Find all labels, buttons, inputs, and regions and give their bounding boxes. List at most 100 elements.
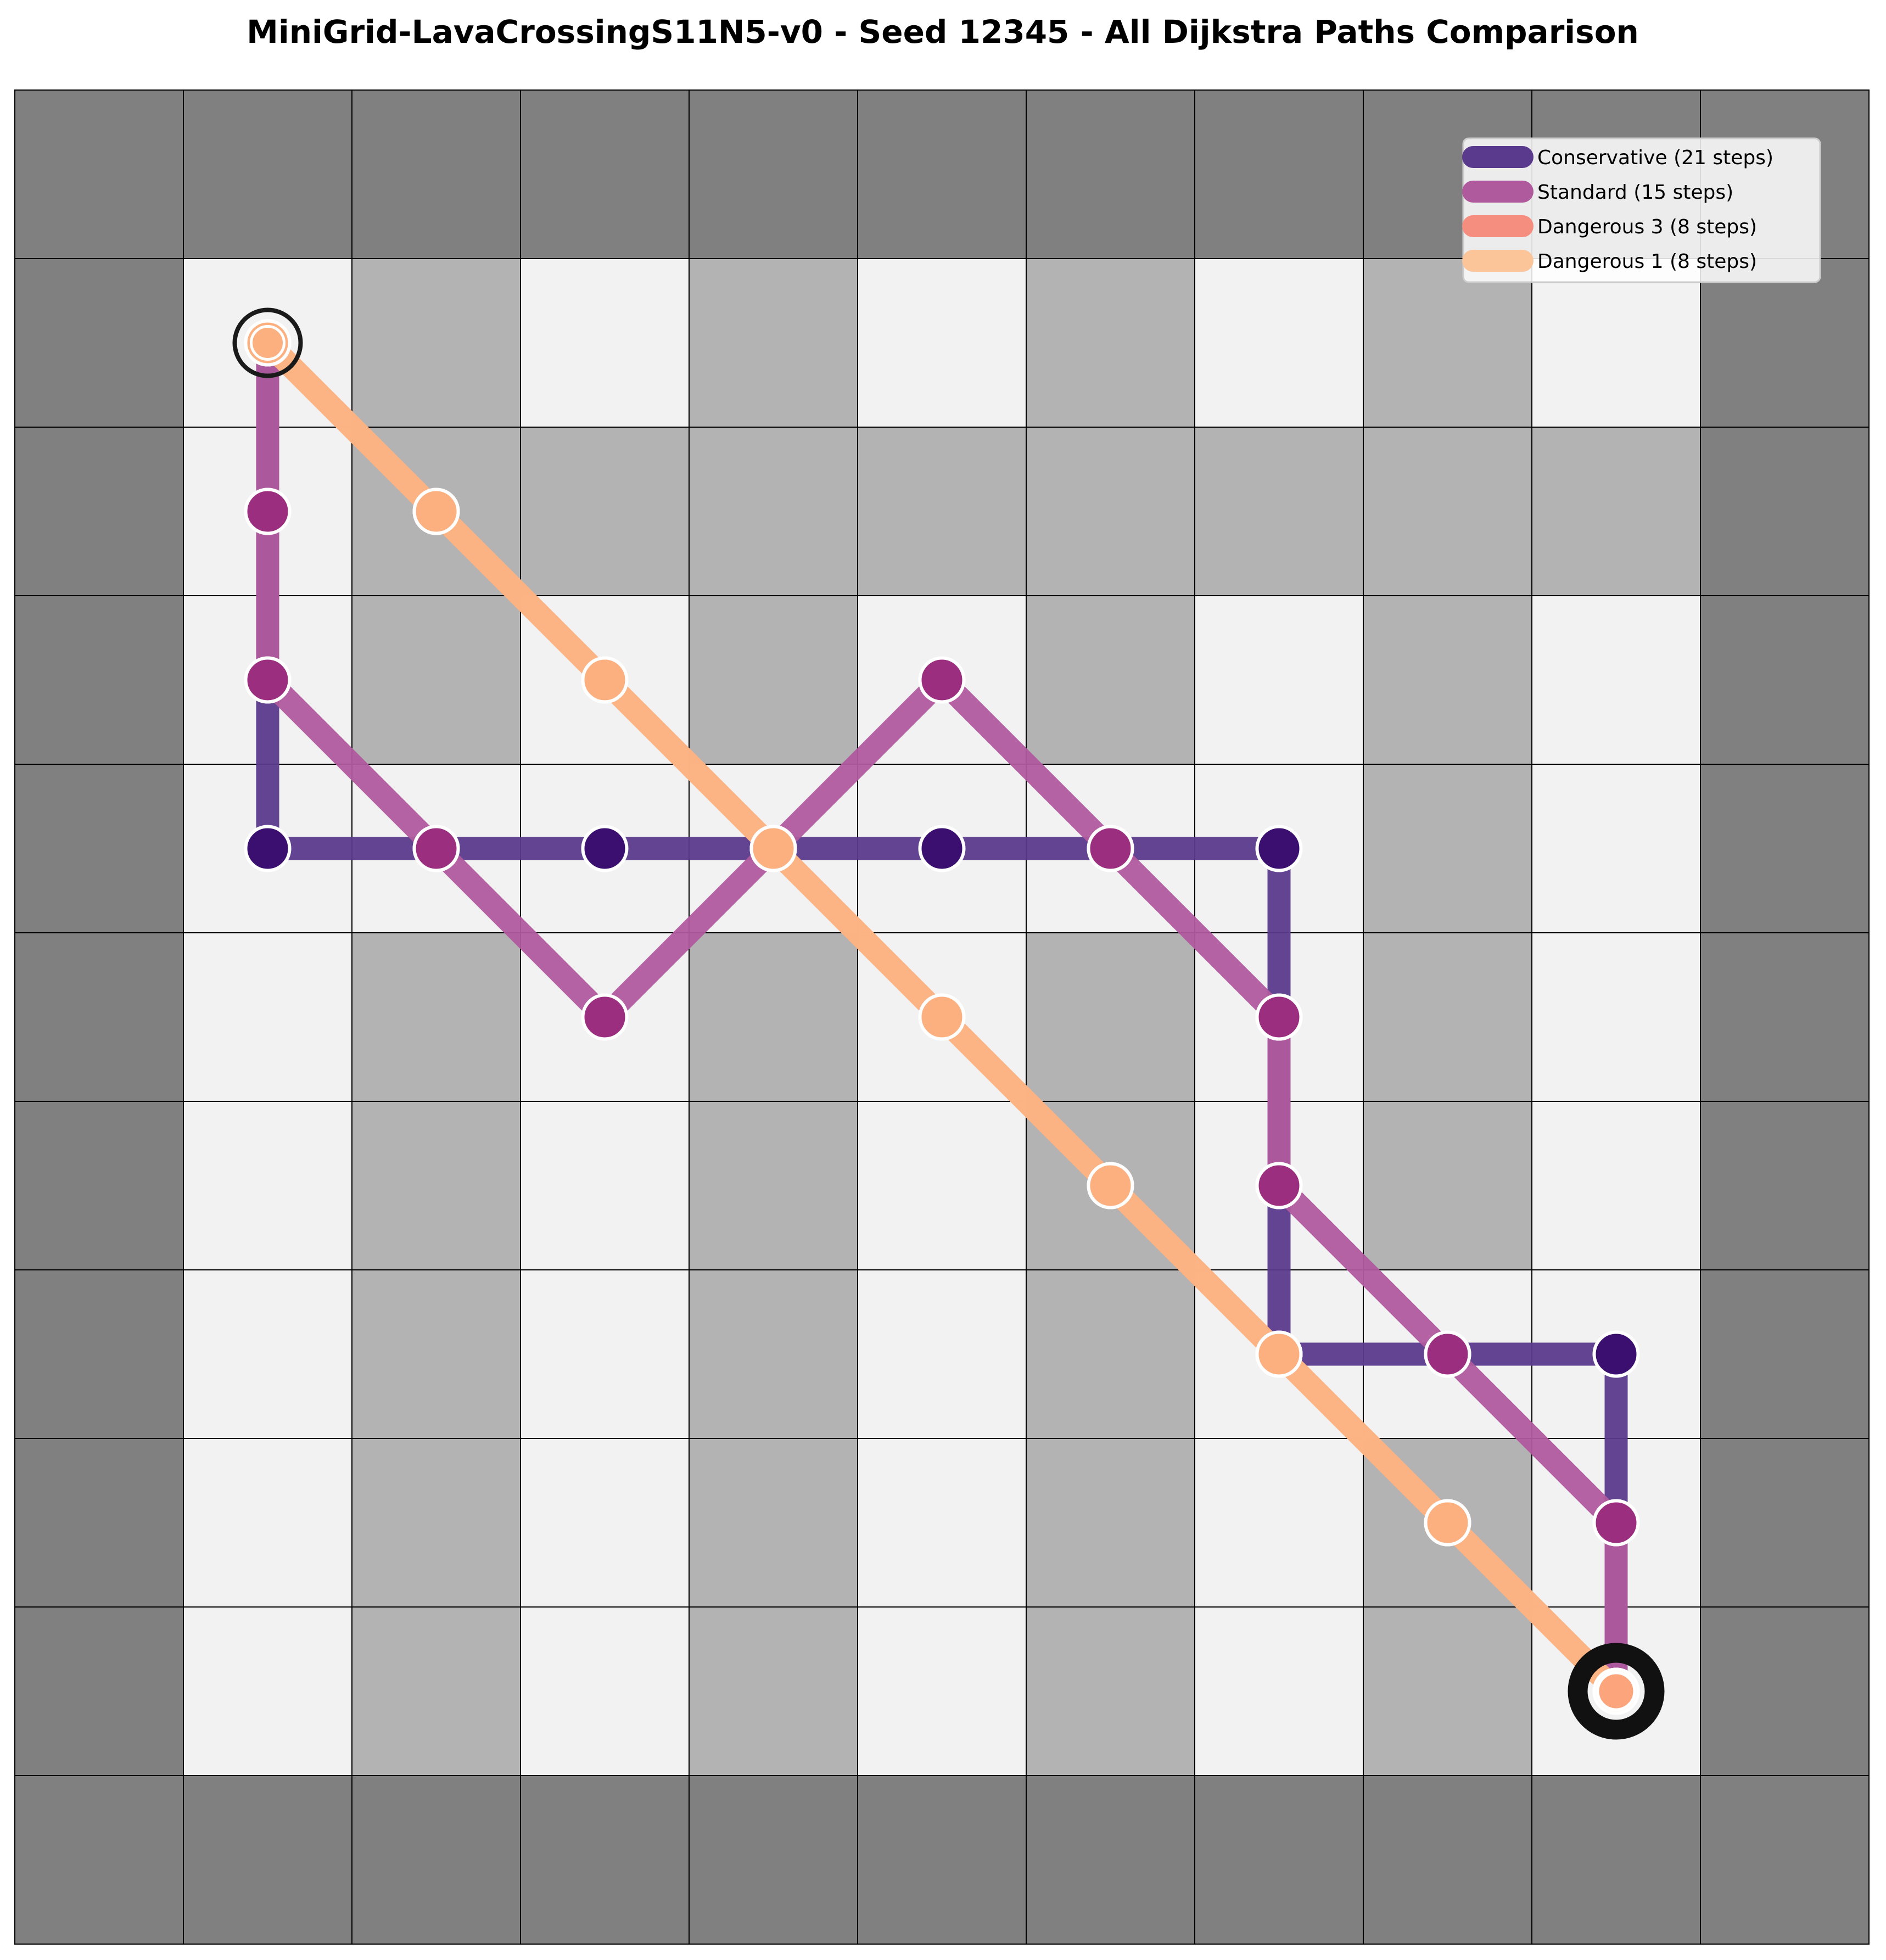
grid-cell-wall [14, 1101, 184, 1270]
grid-cell-lava [1363, 764, 1532, 933]
grid-cell-lava [689, 932, 858, 1102]
goal-point [1596, 1671, 1637, 1712]
grid-cell-wall [1026, 1775, 1195, 1945]
legend-label: Standard (15 steps) [1537, 181, 1733, 204]
grid-cell-wall [14, 258, 184, 428]
grid-cell-floor [183, 1269, 352, 1439]
path-marker-dangerous1 [918, 993, 966, 1041]
grid-cell-wall [857, 89, 1027, 259]
grid-cell-wall [14, 764, 184, 933]
grid-cell-wall [1700, 1269, 1870, 1439]
grid-cell-wall [1700, 1438, 1870, 1608]
grid-cell-lava [1026, 1606, 1195, 1776]
path-marker-conservative [244, 825, 292, 872]
grid-cell-lava [689, 595, 858, 765]
figure-title: MiniGrid-LavaCrossingS11N5-v0 - Seed 123… [247, 13, 1639, 51]
grid-cell-floor [1531, 258, 1701, 428]
legend-label: Dangerous 1 (8 steps) [1537, 250, 1757, 273]
goal-marker [1568, 1643, 1665, 1740]
path-marker-dangerous1 [1424, 1499, 1471, 1547]
grid-cell-floor [1194, 595, 1364, 765]
grid-cell-floor [183, 1101, 352, 1270]
grid-cell-wall [1700, 1101, 1870, 1270]
grid-cell-floor [1531, 1101, 1701, 1270]
grid-cell-wall [1363, 1775, 1532, 1945]
grid-cell-lava [351, 258, 521, 428]
grid-cell-wall [183, 1775, 352, 1945]
path-marker-conservative [1255, 825, 1303, 872]
grid-cell-floor [857, 1438, 1027, 1608]
grid-cell-wall [351, 89, 521, 259]
grid-cell-wall [14, 595, 184, 765]
grid-cell-wall [689, 1775, 858, 1945]
path-marker-standard [244, 488, 292, 535]
grid-cell-lava [1026, 1269, 1195, 1439]
path-marker-dangerous1 [749, 825, 797, 872]
grid-cell-floor [1531, 595, 1701, 765]
grid-cell-lava [857, 427, 1027, 596]
grid-cell-lava [1026, 932, 1195, 1102]
grid-cell-floor [1194, 1606, 1364, 1776]
grid-cell-wall [520, 89, 690, 259]
grid-cell-floor [520, 1101, 690, 1270]
grid-cell-wall [14, 427, 184, 596]
path-marker-dangerous1 [1255, 1330, 1303, 1378]
grid-cell-lava [1026, 595, 1195, 765]
path-marker-standard [244, 656, 292, 704]
grid-cell-lava [689, 1269, 858, 1439]
grid-cell-lava [689, 258, 858, 428]
legend: Conservative (21 steps) Standard (15 step… [1462, 137, 1821, 283]
grid-cell-wall [1194, 89, 1364, 259]
grid-cell-floor [857, 1606, 1027, 1776]
grid-cell-lava [1363, 932, 1532, 1102]
grid-cell-wall [1700, 764, 1870, 933]
grid-cell-wall [351, 1775, 521, 1945]
grid-cell-wall [520, 1775, 690, 1945]
grid-cell-wall [1700, 1775, 1870, 1945]
grid-cell-lava [689, 427, 858, 596]
grid-cell-lava [1363, 1606, 1532, 1776]
grid-cell-floor [520, 1269, 690, 1439]
path-marker-conservative [1592, 1330, 1640, 1378]
grid-cell-wall [1700, 1606, 1870, 1776]
grid-cell-lava [1363, 427, 1532, 596]
grid-cell-floor [857, 258, 1027, 428]
grid-cell-lava [1531, 427, 1701, 596]
grid-cell-wall [14, 1775, 184, 1945]
path-marker-standard [1255, 1162, 1303, 1209]
grid-cell-lava [1026, 1438, 1195, 1608]
start-marker [232, 307, 303, 378]
grid-cell-wall [1194, 1775, 1364, 1945]
grid-cell-lava [1026, 258, 1195, 428]
grid-cell-lava [1194, 427, 1364, 596]
path-marker-standard [918, 656, 966, 704]
grid-cell-lava [351, 1438, 521, 1608]
path-marker-standard [412, 825, 460, 872]
grid-cell-lava [351, 932, 521, 1102]
path-marker-conservative [581, 825, 629, 872]
grid-cell-lava [1363, 258, 1532, 428]
grid-cell-lava [689, 1438, 858, 1608]
path-marker-standard [1087, 825, 1134, 872]
path-marker-standard [581, 993, 629, 1041]
grid-cell-wall [1531, 1775, 1701, 1945]
grid-cell-lava [1363, 1101, 1532, 1270]
grid-cell-floor [183, 932, 352, 1102]
grid-cell-wall [14, 1438, 184, 1608]
grid-cell-lava [351, 1269, 521, 1439]
grid-cell-wall [1700, 595, 1870, 765]
path-marker-dangerous1 [581, 656, 629, 704]
grid-cell-wall [14, 1606, 184, 1776]
path-marker-conservative [918, 825, 966, 872]
grid-cell-floor [520, 258, 690, 428]
grid-cell-floor [183, 1438, 352, 1608]
grid-cell-wall [1700, 427, 1870, 596]
grid-cell-wall [14, 89, 184, 259]
grid-cell-lava [351, 1101, 521, 1270]
grid-cell-wall [1700, 932, 1870, 1102]
grid-cell-floor [1194, 1438, 1364, 1608]
grid-cell-floor [520, 1438, 690, 1608]
legend-frame [1462, 137, 1821, 283]
grid-cell-wall [689, 89, 858, 259]
